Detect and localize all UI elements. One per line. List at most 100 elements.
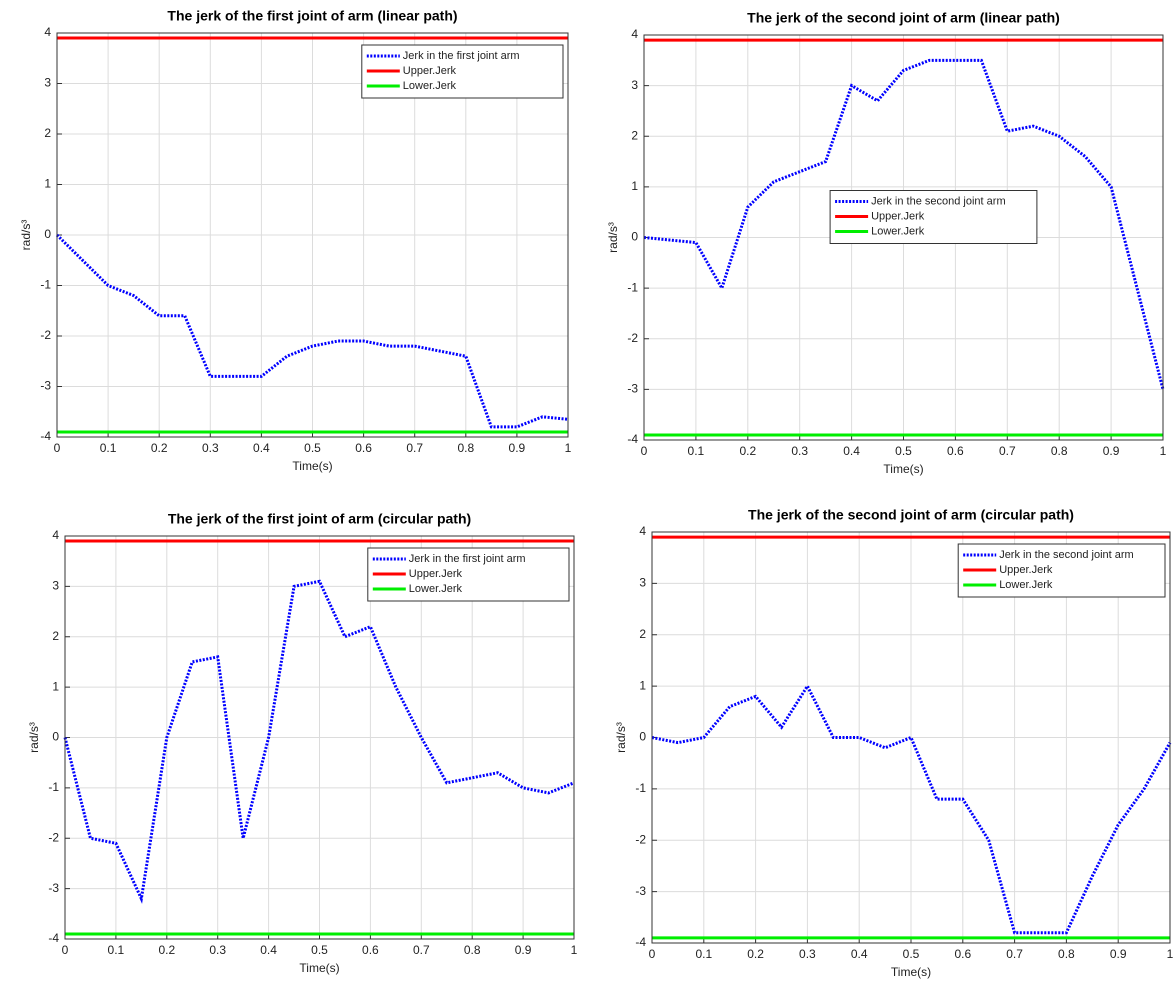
y-tick-label: 0 [52,730,59,744]
x-tick-label: 0.2 [739,444,756,458]
x-tick-label: 0 [62,943,69,957]
x-tick-label: 0.8 [457,441,474,455]
y-tick-label: -1 [40,278,51,292]
y-tick-label: -4 [635,935,646,949]
x-tick-label: 0.7 [406,441,423,455]
x-tick-label: 0.6 [954,947,971,961]
y-tick-label: 1 [52,679,59,693]
y-axis-label: rad/s³ [606,222,620,253]
chart-title: The jerk of the first joint of arm (line… [167,8,457,24]
legend-label: Upper.Jerk [409,568,463,580]
axes-frame [651,531,1171,944]
x-axis-label: Time(s) [292,459,332,473]
x-tick-label: 0.7 [413,943,430,957]
y-tick-label: 4 [44,25,51,39]
x-tick-label: 0.2 [151,441,168,455]
y-tick-label: -1 [48,780,59,794]
y-tick-label: 1 [631,179,638,193]
chart-title: The jerk of the second joint of arm (cir… [748,507,1074,523]
legend-label: Lower.Jerk [409,583,463,595]
x-tick-label: 0.3 [202,441,219,455]
y-tick-label: -4 [40,429,51,443]
x-tick-label: 0.6 [362,943,379,957]
x-tick-label: 0 [641,444,648,458]
x-tick-label: 0.7 [1006,947,1023,961]
x-tick-label: 0.9 [509,441,526,455]
x-tick-label: 0.9 [1103,444,1120,458]
y-tick-label: 4 [52,528,59,542]
x-tick-label: 1 [571,943,578,957]
x-tick-label: 0.7 [999,444,1016,458]
y-tick-label: -2 [48,830,59,844]
y-tick-label: 4 [631,27,638,41]
x-tick-label: 0.1 [100,441,117,455]
subplot: 0 0.1 0.2 0.3 0.4 0.5 0.6 0.7 0.8 0.9 1 -4 -3 -2 -1 0 1 2… [614,507,1173,979]
legend-label: Lower.Jerk [999,579,1053,591]
axes-frame [56,32,569,438]
y-tick-label: 3 [52,579,59,593]
x-tick-label: 0.4 [843,444,860,458]
axes-frame [64,535,575,940]
x-tick-label: 0.1 [695,947,712,961]
x-tick-label: 0 [649,947,656,961]
y-tick-label: 4 [639,524,646,538]
legend-label: Upper.Jerk [999,564,1053,576]
legend: Jerk in the second joint arm Upper.Jerk Lo… [829,190,1038,244]
y-tick-label: -3 [635,884,646,898]
x-tick-label: 0.6 [355,441,372,455]
x-tick-label: 0.5 [304,441,321,455]
y-tick-label: 3 [44,76,51,90]
legend-label: Jerk in the first joint arm [403,50,520,62]
subplot: 0 0.1 0.2 0.3 0.4 0.5 0.6 0.7 0.8 0.9 1 -4 -3 -2 -1 0 1 2… [606,10,1166,476]
y-tick-label: 1 [44,177,51,191]
subplot: 0 0.1 0.2 0.3 0.4 0.5 0.6 0.7 0.8 0.9 1 -4 -3 -2 -1 0 1 2… [19,8,571,473]
legend: Jerk in the second joint arm Upper.Jerk Lo… [957,543,1166,598]
y-tick-label: 3 [639,576,646,590]
y-tick-label: 2 [639,627,646,641]
y-tick-label: -2 [40,328,51,342]
x-tick-label: 0.8 [464,943,481,957]
x-axis-label: Time(s) [299,961,339,975]
x-tick-label: 0.9 [1110,947,1127,961]
y-tick-label: -3 [40,379,51,393]
legend-label: Upper.Jerk [403,65,457,77]
y-tick-label: 2 [52,629,59,643]
x-tick-label: 0.3 [791,444,808,458]
x-tick-label: 0.4 [851,947,868,961]
x-tick-label: 0.1 [688,444,705,458]
x-tick-label: 1 [1160,444,1167,458]
x-tick-label: 0.3 [209,943,226,957]
y-tick-label: 0 [639,730,646,744]
y-tick-label: 0 [631,230,638,244]
x-tick-label: 1 [565,441,572,455]
y-tick-label: -4 [627,432,638,446]
legend-label: Jerk in the second joint arm [999,549,1134,561]
legend: Jerk in the first joint arm Upper.Jerk Low… [361,44,564,99]
legend-label: Upper.Jerk [871,210,925,222]
x-tick-label: 0 [54,441,61,455]
x-tick-label: 0.5 [903,947,920,961]
legend: Jerk in the first joint arm Upper.Jerk Low… [367,547,570,602]
series-line [63,579,575,904]
y-tick-label: -2 [635,832,646,846]
y-tick-label: 0 [44,227,51,241]
x-tick-label: 0.8 [1051,444,1068,458]
series-line [55,233,569,429]
x-tick-label: 0.4 [260,943,277,957]
series-line [651,683,1172,935]
x-tick-label: 0.2 [158,943,175,957]
legend-label: Jerk in the first joint arm [409,553,526,565]
subplot: 0 0.1 0.2 0.3 0.4 0.5 0.6 0.7 0.8 0.9 1 -4 -3 -2 -1 0 1 2… [27,511,577,975]
x-tick-label: 0.3 [799,947,816,961]
y-axis-label: rad/s³ [27,722,41,753]
x-tick-label: 0.9 [515,943,532,957]
legend-label: Jerk in the second joint arm [871,195,1006,207]
y-tick-label: 2 [631,128,638,142]
y-tick-label: -3 [627,382,638,396]
chart-title: The jerk of the second joint of arm (lin… [747,10,1060,26]
legend-label: Lower.Jerk [871,225,925,237]
y-tick-label: -3 [48,881,59,895]
axes-frame [643,34,1164,441]
